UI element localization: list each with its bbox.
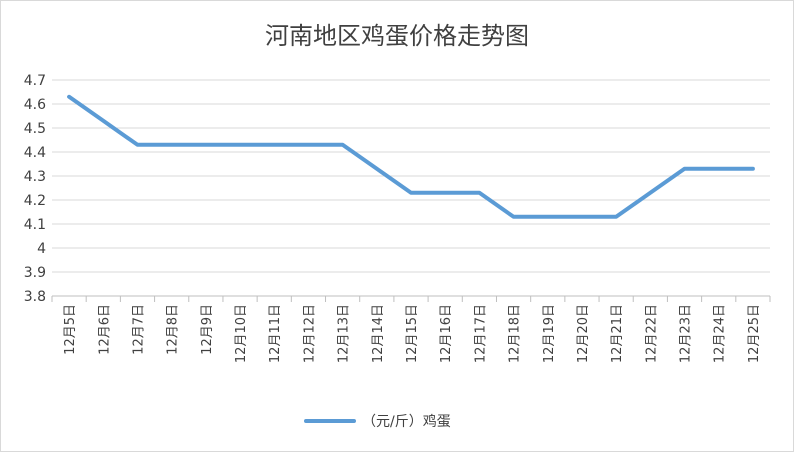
data-point — [684, 168, 685, 169]
y-tick-label: 4 — [37, 241, 46, 257]
x-tick-label: 12月18日 — [508, 304, 523, 363]
y-tick-label: 4.7 — [24, 73, 46, 89]
x-tick-label: 12月11日 — [268, 304, 283, 363]
y-tick-label: 4.5 — [24, 121, 46, 137]
y-tick-label: 4.4 — [24, 145, 46, 161]
data-point — [137, 144, 138, 145]
x-tick-label: 12月17日 — [473, 304, 488, 363]
x-tick-label: 12月9日 — [200, 304, 215, 355]
y-tick-label: 3.9 — [24, 265, 46, 281]
data-point — [547, 216, 548, 217]
y-tick-label: 4.3 — [24, 169, 46, 185]
grid-layer — [52, 79, 770, 297]
series-line — [67, 94, 755, 219]
data-point — [479, 192, 480, 193]
y-axis-ticks: 3.8 3.9 4 4.1 4.2 4.3 4.4 4.5 4.6 4.7 — [24, 73, 46, 305]
data-point — [752, 168, 753, 169]
data-point — [171, 144, 172, 145]
x-axis: 12月5日 12月6日 12月7日 12月8日 12月9日 12月10日 12月11日 12月… — [51, 295, 771, 363]
series-layer — [67, 94, 755, 219]
data-point — [445, 192, 446, 193]
data-point — [342, 144, 343, 145]
x-tick-label: 12月12日 — [302, 304, 317, 363]
x-tick-label: 12月21日 — [610, 304, 625, 363]
x-tick-label: 12月13日 — [337, 304, 352, 363]
x-tick-label: 12月5日 — [63, 304, 78, 355]
x-tick-label: 12月8日 — [166, 304, 181, 355]
data-point — [205, 144, 206, 145]
y-tick-label: 3.8 — [24, 289, 46, 305]
x-tick-label: 12月24日 — [713, 304, 728, 363]
y-tick-label: 4.2 — [24, 193, 46, 209]
data-point — [103, 120, 104, 121]
data-point — [240, 144, 241, 145]
y-tick-label: 4.6 — [24, 97, 46, 113]
legend: （元/斤）鸡蛋 — [304, 413, 451, 430]
x-tick-label: 12月10日 — [234, 304, 249, 363]
x-tick-label: 12月16日 — [439, 304, 454, 363]
chart-title: 河南地区鸡蛋价格走势图 — [265, 22, 529, 50]
data-point — [411, 192, 412, 193]
x-tick-label: 12月6日 — [97, 304, 112, 355]
data-point — [308, 144, 309, 145]
y-tick-label: 4.1 — [24, 217, 46, 233]
data-point — [513, 216, 514, 217]
x-tick-label: 12月23日 — [679, 304, 694, 363]
data-point — [650, 192, 651, 193]
legend-label: （元/斤）鸡蛋 — [362, 413, 451, 430]
data-point — [69, 96, 70, 97]
x-tick-label: 12月22日 — [644, 304, 659, 363]
x-tick-label: 12月14日 — [371, 304, 386, 363]
data-point — [376, 168, 377, 169]
x-tick-label: 12月7日 — [131, 304, 146, 355]
data-point — [274, 144, 275, 145]
x-tick-label: 12月15日 — [405, 304, 420, 363]
data-point — [718, 168, 719, 169]
x-tick-label: 12月20日 — [576, 304, 591, 363]
data-point — [581, 216, 582, 217]
x-tick-label: 12月25日 — [747, 304, 762, 363]
data-point — [616, 216, 617, 217]
x-tick-label: 12月19日 — [542, 304, 557, 363]
